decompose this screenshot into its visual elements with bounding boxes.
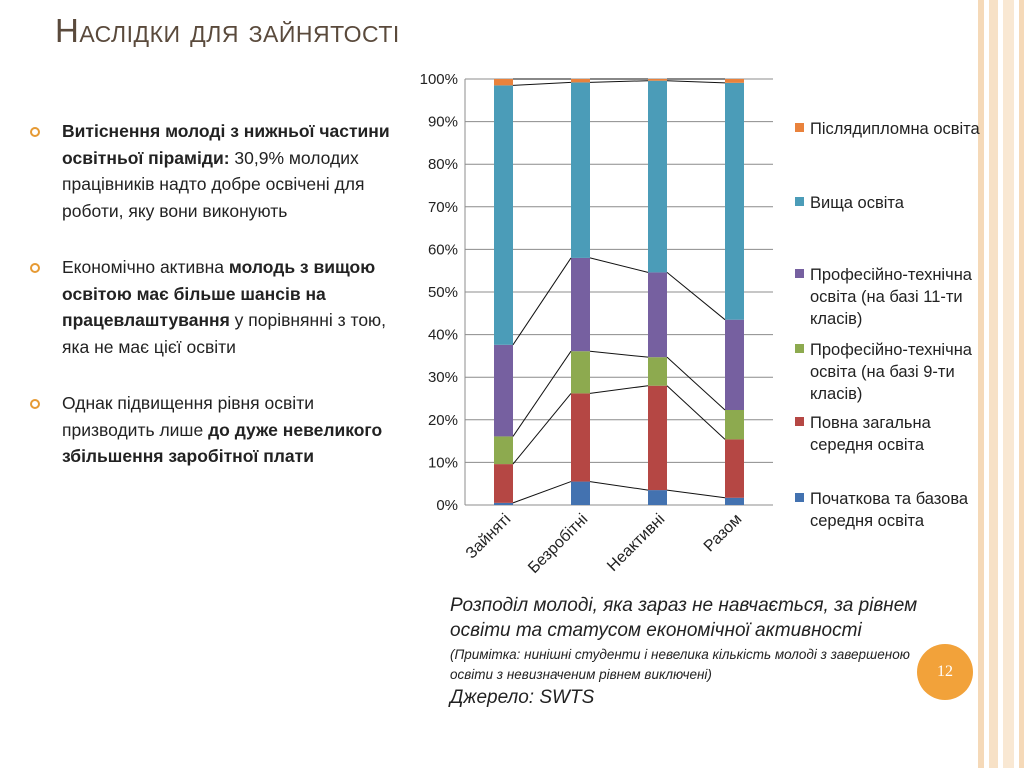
series-line — [589, 385, 649, 394]
legend-label: Вища освіта — [810, 194, 904, 212]
decorative-stripes — [976, 0, 1024, 768]
legend-label: Початкова та базова середня освіта — [810, 490, 969, 530]
bar-segment — [494, 344, 513, 437]
series-line — [512, 350, 572, 437]
caption-main: Розподіл молоді, яка зараз не навчається… — [450, 595, 918, 641]
legend-label: Післядипломна освіта — [810, 120, 980, 138]
bar-segment — [725, 319, 744, 411]
bar-segment — [648, 490, 667, 505]
series-line — [512, 393, 572, 465]
bullet-dot-icon — [30, 127, 40, 137]
x-category-label: Разом — [701, 511, 745, 555]
bar-segment — [725, 497, 744, 505]
x-category-label: Безробітні — [525, 511, 591, 577]
legend-swatch — [795, 269, 804, 278]
legend-swatch — [795, 493, 804, 502]
series-line — [589, 257, 649, 273]
bar-segment — [648, 79, 667, 81]
bar-segment — [494, 79, 513, 86]
series-line — [589, 350, 649, 358]
page-number-badge: 12 — [917, 644, 973, 700]
series-line — [512, 257, 572, 346]
bar-segment — [571, 257, 590, 352]
bullet-text: у порівнянні з тою, яка не має цієї осві… — [62, 310, 387, 357]
bar-segment — [494, 502, 513, 505]
bar-segment — [648, 80, 667, 273]
bar-segment — [725, 82, 744, 320]
y-tick-label: 100% — [420, 71, 458, 88]
x-category-label: Неактивні — [604, 511, 668, 575]
bullet-item: Витіснення молоді з нижньої частини осві… — [30, 118, 400, 224]
bar-segment — [571, 82, 590, 258]
chart-caption: Розподіл молоді, яка зараз не навчається… — [450, 593, 950, 710]
series-line — [666, 385, 726, 440]
series-line — [589, 481, 649, 491]
series-line — [589, 80, 649, 83]
legend-swatch — [795, 344, 804, 353]
bar-segment — [494, 436, 513, 465]
bar-segment — [494, 464, 513, 503]
bullet-text: Однак підвищення рівня освіти призводить… — [62, 393, 314, 440]
bar-segment — [571, 481, 590, 505]
page-number: 12 — [937, 663, 953, 680]
bar-segment — [648, 272, 667, 358]
bar-segment — [725, 79, 744, 83]
stripe — [1019, 0, 1024, 768]
y-tick-label: 80% — [428, 156, 458, 173]
series-line — [512, 81, 572, 86]
bar-segment — [725, 410, 744, 440]
caption-source: Джерело: SWTS — [450, 687, 595, 708]
series-line — [666, 356, 726, 411]
stripe — [978, 0, 984, 768]
y-tick-label: 50% — [428, 284, 458, 301]
bullet-dot-icon — [30, 263, 40, 273]
series-line — [666, 489, 726, 499]
bullet-text: 30,9% молодих працівників надто добре ос… — [62, 147, 365, 221]
y-tick-label: 40% — [428, 327, 458, 344]
bar-segment — [648, 385, 667, 491]
slide-title: Наслідки для зайнятості — [55, 12, 400, 49]
caption-note: (Примітка: нинішні студенти і невелика к… — [450, 647, 910, 682]
bullet-item: Однак підвищення рівня освіти призводить… — [30, 390, 400, 470]
y-tick-label: 20% — [428, 412, 458, 429]
y-tick-label: 0% — [436, 497, 458, 514]
bullet-text: молодь з вищою освітою має більше шансів… — [62, 257, 376, 330]
bullet-text: до дуже невеликого збільшення заробітної… — [62, 419, 383, 467]
bar-segment — [494, 85, 513, 345]
bar-segment — [725, 439, 744, 498]
legend-swatch — [795, 123, 804, 132]
bar-segment — [571, 393, 590, 482]
legend-label: Професійно-технічна освіта (на базі 11-т… — [810, 266, 972, 328]
y-tick-label: 60% — [428, 241, 458, 258]
y-tick-label: 70% — [428, 199, 458, 216]
y-tick-label: 30% — [428, 369, 458, 386]
legend-swatch — [795, 417, 804, 426]
bullet-text: Витіснення молоді з нижньої частини осві… — [62, 121, 390, 168]
series-line — [512, 481, 572, 504]
bar-segment — [648, 357, 667, 386]
bullet-text: Економічно активна — [62, 257, 229, 277]
y-tick-label: 90% — [428, 114, 458, 131]
bullet-dot-icon — [30, 399, 40, 409]
y-tick-label: 10% — [428, 454, 458, 471]
x-category-label: Зайняті — [463, 511, 515, 563]
legend-label: Професійно-технічна освіта (на базі 9-ти… — [810, 341, 972, 403]
stripe — [1003, 0, 1014, 768]
stripe — [989, 0, 998, 768]
legend-swatch — [795, 197, 804, 206]
series-line — [666, 80, 726, 84]
legend-label: Повна загальна середня освіта — [810, 414, 931, 454]
bullet-item: Економічно активна молодь з вищою освіто… — [30, 254, 400, 360]
bullet-list: Витіснення молоді з нижньої частини осві… — [30, 118, 400, 500]
bar-segment — [571, 79, 590, 83]
stacked-bar-chart: 0% 10% 20% 30% 40% 50% 60% 70% 80% 90% 100% Зайняті… — [420, 71, 773, 577]
series-line — [666, 272, 726, 321]
bar-segment — [571, 351, 590, 394]
